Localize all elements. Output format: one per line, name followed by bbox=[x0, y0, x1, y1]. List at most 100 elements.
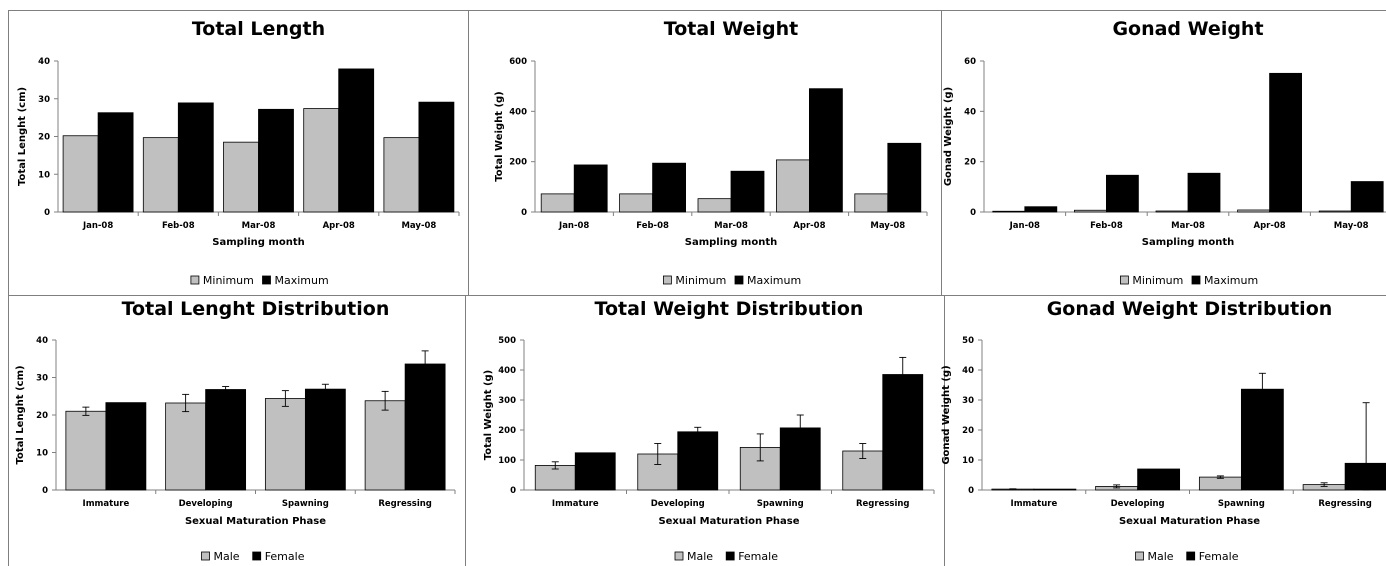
frame-left-line bbox=[8, 10, 9, 566]
x-category-label: Developing bbox=[651, 499, 705, 509]
y-tick-label: 200 bbox=[498, 426, 516, 436]
y-tick-label: 200 bbox=[509, 158, 527, 168]
legend-label-minimum: Minimum bbox=[1132, 274, 1183, 287]
bar-minimum-jan-08 bbox=[62, 135, 99, 213]
chart-total-weight: Total Weight 0 200 400 600 Total Weight (g) Ja… bbox=[469, 11, 941, 295]
chart-total-length-distribution: Total Lenght Distribution 0 10 20 30 40 Total … bbox=[9, 296, 465, 566]
bar-female-developing bbox=[1137, 468, 1181, 491]
x-category-label: May-08 bbox=[870, 221, 905, 231]
bar-male-immature bbox=[65, 410, 107, 491]
chart-gonad-weight: Gonad Weight 0 20 40 60 Gonad Weight (g) Jan-0… bbox=[942, 11, 1386, 295]
y-tick-label: 40 bbox=[964, 107, 976, 117]
chart-title: Gonad Weight bbox=[1112, 18, 1263, 40]
frame-col-divider-1 bbox=[468, 10, 469, 296]
y-tick-label: 600 bbox=[509, 57, 527, 67]
legend-swatch-female bbox=[725, 551, 735, 561]
bar-maximum-mar-08 bbox=[258, 108, 294, 213]
y-axis-title: Gonad Weight (g) bbox=[941, 365, 952, 464]
y-axis-title: Total Lenght (cm) bbox=[17, 87, 28, 186]
x-category-label: Regressing bbox=[378, 499, 432, 509]
bar-maximum-mar-08 bbox=[730, 170, 765, 213]
chart-svg-total-length: Total Length 0 10 20 30 40 Total Lenght (cm) Ja… bbox=[17, 18, 460, 287]
bar-maximum-may-08 bbox=[418, 101, 455, 213]
y-tick-label: 0 bbox=[521, 208, 527, 218]
legend-swatch-maximum bbox=[734, 275, 744, 285]
x-category-label: Feb-08 bbox=[636, 221, 669, 231]
bar-maximum-jan-08 bbox=[1024, 206, 1058, 213]
legend-label-minimum: Minimum bbox=[675, 274, 726, 287]
legend-label-male: Male bbox=[687, 550, 713, 563]
x-category-label: Jan-08 bbox=[82, 221, 113, 231]
x-category-label: Mar-08 bbox=[714, 221, 748, 231]
x-category-label: Jan-08 bbox=[558, 221, 589, 231]
x-category-label: May-08 bbox=[1334, 221, 1369, 231]
chart-total-length: Total Length 0 10 20 30 40 Total Lenght (cm) Ja… bbox=[9, 11, 468, 295]
x-category-label: Apr-08 bbox=[1253, 221, 1285, 231]
bar-minimum-apr-08 bbox=[303, 108, 340, 213]
x-category-label: Spawning bbox=[282, 499, 329, 509]
chart-title: Gonad Weight Distribution bbox=[1047, 298, 1333, 320]
chart-gonad-weight-distribution: Gonad Weight Distribution 0 10 20 30 40 50 Gona… bbox=[941, 296, 1386, 566]
x-category-label: Regressing bbox=[856, 499, 910, 509]
bar-male-regressing bbox=[364, 400, 406, 491]
bar-minimum-mar-08 bbox=[223, 141, 259, 213]
y-tick-label: 400 bbox=[498, 366, 516, 376]
chart-svg-total-weight: Total Weight 0 200 400 600 Total Weight (g) Ja… bbox=[494, 18, 928, 287]
frame-col-divider-3 bbox=[465, 296, 466, 566]
bar-female-spawning bbox=[304, 388, 346, 491]
bar-female-spawning bbox=[1240, 388, 1284, 491]
x-category-label: May-08 bbox=[401, 221, 436, 231]
legend-swatch-minimum bbox=[662, 275, 672, 285]
y-tick-label: 100 bbox=[498, 456, 516, 466]
x-axis-title: Sampling month bbox=[1142, 237, 1234, 248]
legend-label-maximum: Maximum bbox=[747, 274, 801, 287]
bar-female-immature bbox=[105, 402, 147, 491]
bar-maximum-may-08 bbox=[1350, 181, 1384, 213]
bar-minimum-jan-08 bbox=[992, 210, 1026, 213]
legend-label-maximum: Maximum bbox=[275, 274, 329, 287]
x-category-label: Spawning bbox=[757, 499, 804, 509]
x-axis-title: Sampling month bbox=[685, 237, 777, 248]
y-tick-label: 10 bbox=[36, 449, 48, 459]
legend-label-female: Female bbox=[265, 550, 305, 563]
x-category-label: Apr-08 bbox=[793, 221, 825, 231]
bar-minimum-feb-08 bbox=[1073, 209, 1107, 213]
chart-svg-gonad-weight-distribution: Gonad Weight Distribution 0 10 20 30 40 50 Gona… bbox=[941, 298, 1386, 563]
legend-swatch-minimum bbox=[1119, 275, 1129, 285]
bar-female-regressing bbox=[882, 374, 924, 491]
x-category-label: Jan-08 bbox=[1009, 221, 1040, 231]
y-tick-label: 20 bbox=[36, 411, 48, 421]
bar-maximum-apr-08 bbox=[338, 68, 375, 213]
frame-col-divider-4 bbox=[944, 296, 945, 566]
y-tick-label: 20 bbox=[38, 133, 50, 143]
chart-title: Total Lenght Distribution bbox=[122, 298, 390, 320]
legend-swatch-female bbox=[252, 551, 262, 561]
chart-svg-total-weight-distribution: Total Weight Distribution 0 100 200 300 400 50… bbox=[483, 298, 935, 563]
bar-minimum-may-08 bbox=[854, 193, 889, 213]
x-category-label: Spawning bbox=[1218, 499, 1265, 509]
bar-female-regressing bbox=[404, 363, 446, 491]
y-tick-label: 50 bbox=[962, 336, 974, 346]
chart-title: Total Weight Distribution bbox=[595, 298, 864, 320]
bar-female-developing bbox=[677, 431, 719, 491]
bar-minimum-apr-08 bbox=[1237, 209, 1271, 213]
x-axis-title: Sexual Maturation Phase bbox=[1119, 516, 1260, 527]
bar-female-immature bbox=[1033, 488, 1077, 491]
bar-maximum-jan-08 bbox=[573, 164, 608, 213]
legend-swatch-female bbox=[1186, 551, 1196, 561]
y-tick-label: 0 bbox=[970, 208, 976, 218]
chart-svg-gonad-weight: Gonad Weight 0 20 40 60 Gonad Weight (g) Jan-0… bbox=[943, 18, 1386, 287]
y-tick-label: 30 bbox=[38, 95, 50, 105]
frame-top-line bbox=[8, 10, 1386, 11]
bar-minimum-may-08 bbox=[1318, 210, 1352, 213]
bar-female-regressing bbox=[1344, 462, 1386, 491]
legend-swatch-male bbox=[201, 551, 210, 561]
y-tick-label: 30 bbox=[36, 374, 48, 384]
chart-svg-total-length-distribution: Total Lenght Distribution 0 10 20 30 40 Total … bbox=[15, 298, 456, 563]
y-tick-label: 0 bbox=[968, 486, 974, 496]
x-category-label: Immature bbox=[552, 499, 599, 509]
x-category-label: Feb-08 bbox=[162, 221, 195, 231]
bar-maximum-jan-08 bbox=[97, 112, 134, 213]
y-axis-title: Total Weight (g) bbox=[483, 370, 494, 461]
bar-minimum-mar-08 bbox=[697, 198, 732, 213]
